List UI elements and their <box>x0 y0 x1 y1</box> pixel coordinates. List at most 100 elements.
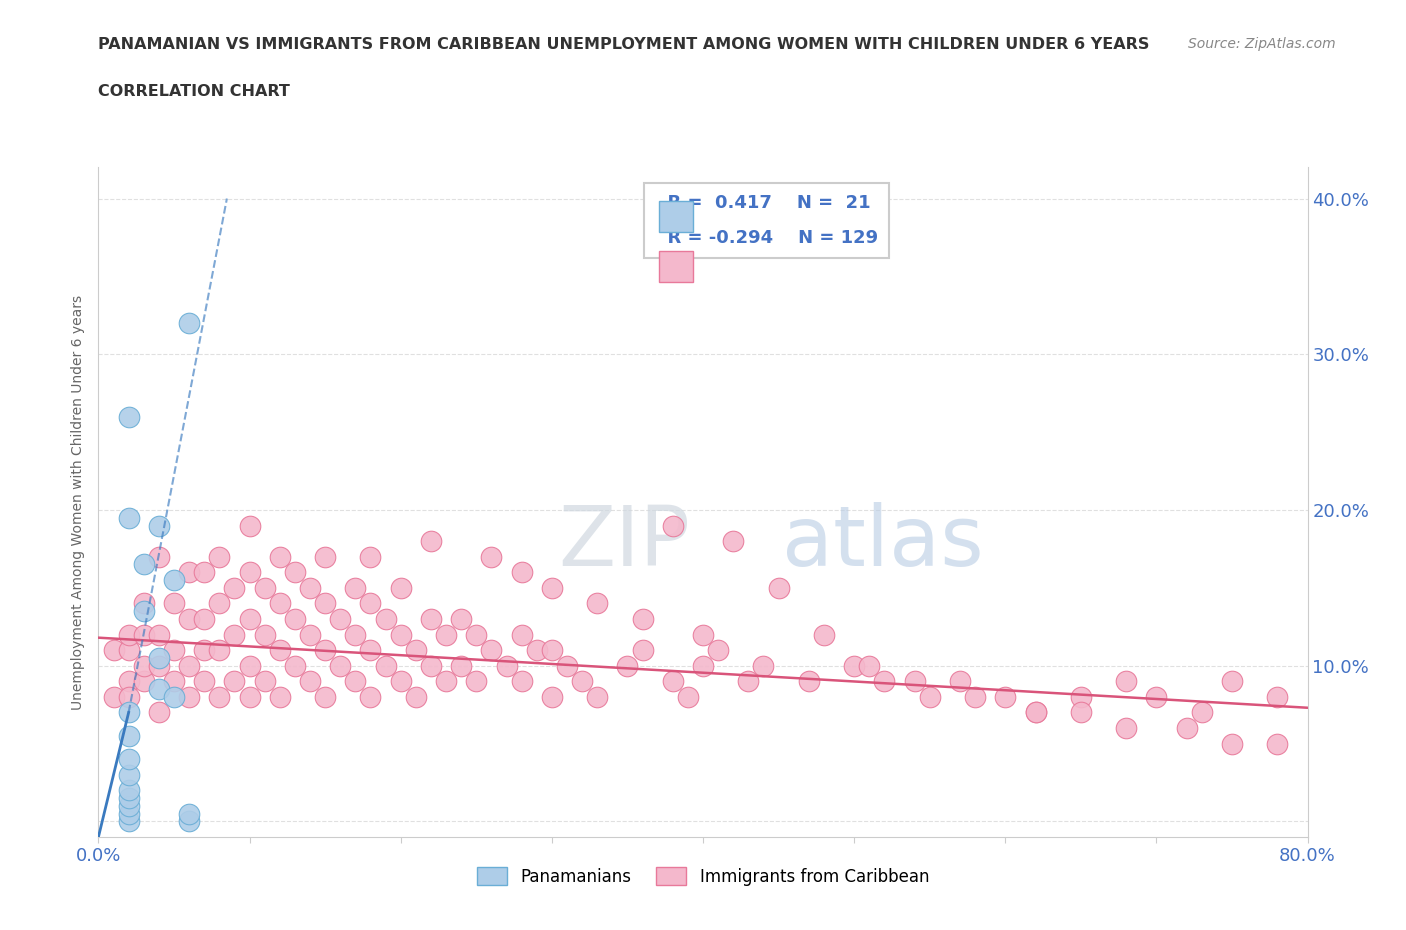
Point <box>118 767 141 782</box>
Point <box>661 518 683 533</box>
Text: ZIP: ZIP <box>558 502 690 583</box>
Point <box>299 674 322 689</box>
Point <box>450 612 472 627</box>
Text: atlas: atlas <box>782 502 983 583</box>
Point <box>1267 737 1289 751</box>
Point <box>193 612 215 627</box>
Point <box>692 627 714 642</box>
Point <box>163 674 186 689</box>
Point <box>314 689 336 704</box>
Point <box>586 596 609 611</box>
Point <box>148 682 170 697</box>
Point <box>813 627 835 642</box>
Point <box>540 643 562 658</box>
Point <box>374 658 396 673</box>
Point <box>132 596 155 611</box>
Point <box>1115 721 1137 736</box>
Point <box>163 596 186 611</box>
Point <box>510 627 533 642</box>
Point <box>571 674 593 689</box>
Point <box>163 643 186 658</box>
Point <box>1191 705 1213 720</box>
Point <box>434 674 457 689</box>
Point <box>389 627 412 642</box>
Point <box>179 806 201 821</box>
Point <box>481 643 503 658</box>
Point <box>148 518 170 533</box>
Point <box>132 604 155 618</box>
Point <box>224 627 246 642</box>
Point <box>118 751 141 766</box>
Point <box>269 643 291 658</box>
Point <box>208 643 231 658</box>
Point <box>360 689 382 704</box>
Point <box>465 674 488 689</box>
Point <box>692 658 714 673</box>
Point <box>540 689 562 704</box>
Point <box>405 643 427 658</box>
Point <box>284 658 307 673</box>
Point <box>374 612 396 627</box>
Point <box>495 658 517 673</box>
Point <box>103 643 125 658</box>
Point <box>1024 705 1046 720</box>
Point <box>360 596 382 611</box>
Point <box>299 580 322 595</box>
Point <box>450 658 472 673</box>
Point <box>118 728 141 743</box>
Point <box>148 658 170 673</box>
Point <box>208 550 231 565</box>
Point <box>284 612 307 627</box>
Point <box>994 689 1017 704</box>
Point <box>193 565 215 579</box>
Point <box>797 674 820 689</box>
Point <box>118 705 141 720</box>
Point <box>118 689 141 704</box>
Point <box>329 612 352 627</box>
Point <box>540 580 562 595</box>
Point <box>179 689 201 704</box>
Point <box>239 518 262 533</box>
Point <box>676 689 699 704</box>
Point <box>858 658 880 673</box>
Point <box>118 627 141 642</box>
Point <box>510 565 533 579</box>
Point <box>118 783 141 798</box>
Point <box>752 658 775 673</box>
Point <box>510 674 533 689</box>
Point <box>118 674 141 689</box>
Point <box>904 674 927 689</box>
Point <box>737 674 759 689</box>
Text: R =  0.417    N =  21
  R = -0.294    N = 129: R = 0.417 N = 21 R = -0.294 N = 129 <box>655 194 877 247</box>
Point <box>1115 674 1137 689</box>
Point <box>1070 689 1092 704</box>
Point <box>329 658 352 673</box>
Point <box>132 627 155 642</box>
Point <box>148 627 170 642</box>
Point <box>723 534 745 549</box>
Point <box>420 658 443 673</box>
Text: Source: ZipAtlas.com: Source: ZipAtlas.com <box>1188 37 1336 51</box>
Point <box>118 790 141 805</box>
Point <box>389 580 412 595</box>
Point <box>179 315 201 330</box>
Point <box>389 674 412 689</box>
Point <box>1220 737 1243 751</box>
Point <box>555 658 578 673</box>
Point <box>631 643 654 658</box>
Point <box>103 689 125 704</box>
Point <box>631 612 654 627</box>
Point <box>269 596 291 611</box>
Point <box>118 814 141 829</box>
Point <box>269 550 291 565</box>
Point <box>1175 721 1198 736</box>
Point <box>239 658 262 673</box>
Point <box>344 674 367 689</box>
Point <box>132 557 155 572</box>
Point <box>118 511 141 525</box>
Point <box>179 658 201 673</box>
Point <box>163 573 186 588</box>
Point <box>239 612 262 627</box>
Point <box>420 612 443 627</box>
Point <box>586 689 609 704</box>
